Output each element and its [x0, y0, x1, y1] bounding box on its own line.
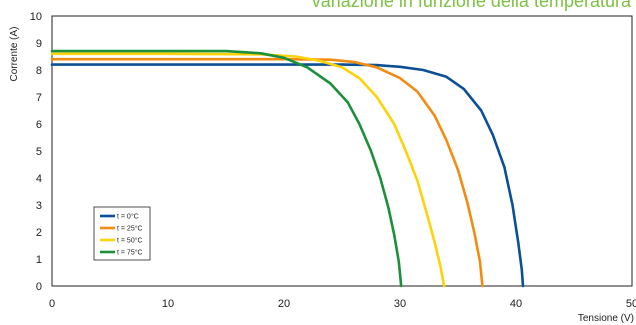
y-tick-label: 1	[36, 254, 42, 266]
y-tick-label: 3	[36, 200, 42, 212]
y-tick-label: 0	[36, 281, 42, 293]
y-axis-title: Corrente (A)	[9, 26, 20, 81]
plot-frame	[51, 15, 633, 287]
y-tick-label: 9	[36, 38, 42, 50]
chart-title: variazione in funzione della temperatura	[312, 0, 632, 11]
y-tick-label: 6	[36, 119, 42, 131]
x-tick-label: 40	[510, 298, 522, 310]
x-tick-labels: 0 10 20 30 40 50	[49, 298, 636, 310]
legend-label: t = 25°C	[117, 225, 143, 233]
legend-label: t = 75°C	[117, 249, 143, 257]
x-tick-label: 10	[162, 298, 174, 310]
legend: t = 0°C t = 25°C t = 50°C t = 75°C	[93, 206, 151, 261]
y-tick-labels: 0 1 2 3 4 5 6 7 8 9 10	[30, 11, 42, 293]
series-line-1	[50, 57, 484, 288]
y-tick-label: 5	[36, 146, 42, 158]
legend-label: t = 0°C	[117, 213, 139, 221]
y-tick-label: 7	[36, 92, 42, 104]
y-tick-label: 8	[36, 65, 42, 77]
plot-area	[50, 15, 633, 288]
series-lines	[50, 49, 525, 288]
y-tick-label: 10	[30, 11, 42, 23]
x-tick-label: 0	[49, 298, 55, 310]
x-tick-label: 50	[626, 298, 636, 310]
y-tick-label: 2	[36, 227, 42, 239]
x-tick-label: 20	[278, 298, 290, 310]
x-tick-label: 30	[394, 298, 406, 310]
y-tick-label: 4	[36, 173, 42, 185]
legend-label: t = 50°C	[117, 237, 143, 245]
series-line-0	[50, 63, 525, 288]
x-axis-title: Tensione (V)	[578, 313, 634, 324]
series-line-3	[50, 49, 403, 288]
